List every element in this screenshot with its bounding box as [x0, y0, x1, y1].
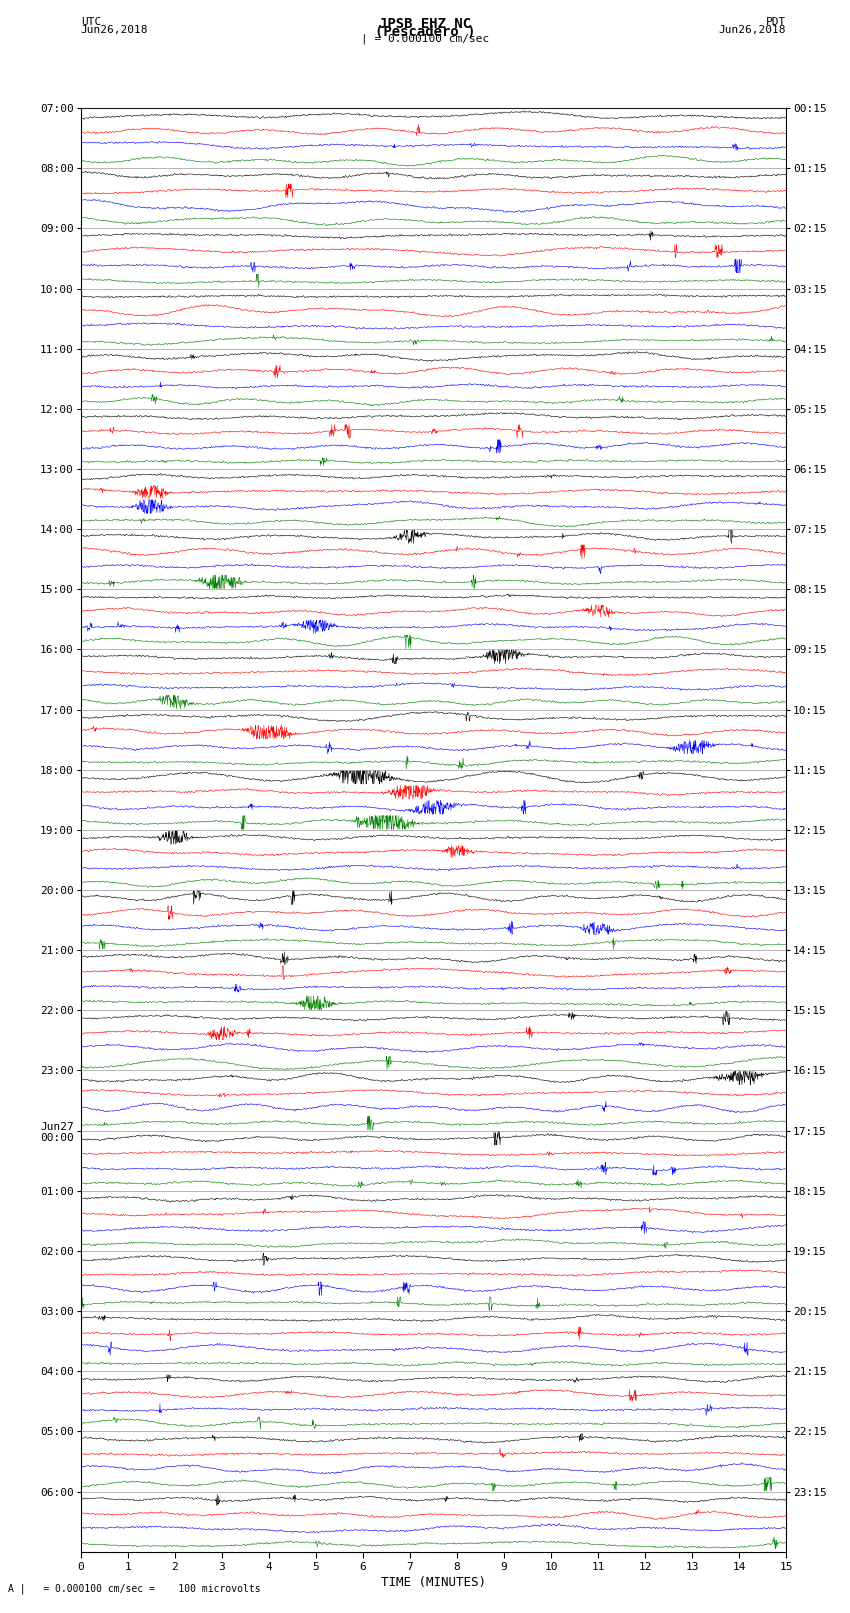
Text: PDT: PDT — [766, 18, 786, 27]
Text: A |   = 0.000100 cm/sec =    100 microvolts: A | = 0.000100 cm/sec = 100 microvolts — [8, 1582, 261, 1594]
Text: Jun26,2018: Jun26,2018 — [719, 24, 786, 35]
X-axis label: TIME (MINUTES): TIME (MINUTES) — [381, 1576, 486, 1589]
Text: UTC: UTC — [81, 18, 101, 27]
Text: JPSB EHZ NC: JPSB EHZ NC — [379, 18, 471, 31]
Text: Jun26,2018: Jun26,2018 — [81, 24, 148, 35]
Text: | = 0.000100 cm/sec: | = 0.000100 cm/sec — [361, 32, 489, 44]
Text: (Pescadero ): (Pescadero ) — [375, 24, 475, 39]
